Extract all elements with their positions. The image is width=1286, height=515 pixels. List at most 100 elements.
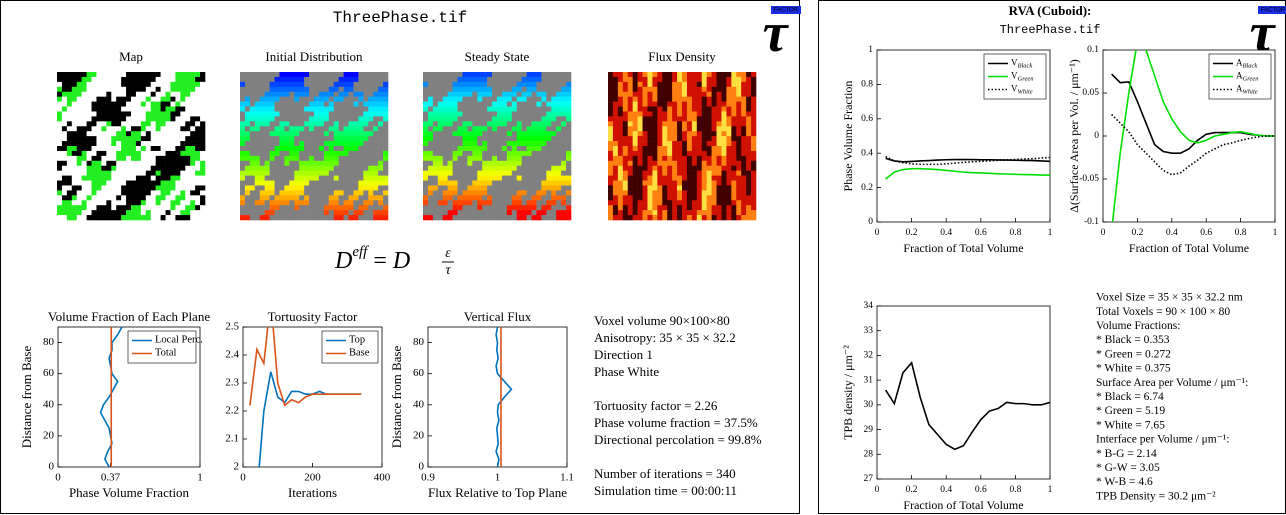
pixel bbox=[628, 156, 633, 161]
pixel bbox=[643, 215, 648, 220]
pixel bbox=[428, 141, 433, 146]
pixel bbox=[358, 92, 363, 97]
pixel bbox=[339, 141, 344, 146]
pixel bbox=[373, 111, 378, 116]
pixel bbox=[527, 82, 532, 87]
panel-title: ThreePhase.tif bbox=[333, 9, 467, 27]
pixel bbox=[423, 131, 428, 136]
pixel bbox=[368, 156, 373, 161]
pixel bbox=[682, 141, 687, 146]
pixel bbox=[448, 190, 453, 195]
pixel bbox=[512, 131, 517, 136]
pixel bbox=[180, 82, 185, 87]
pixel bbox=[250, 141, 255, 146]
pixel bbox=[245, 77, 250, 82]
pixel bbox=[482, 161, 487, 166]
pixel bbox=[72, 111, 77, 116]
pixel bbox=[131, 200, 136, 205]
pixel bbox=[541, 195, 546, 200]
pixel bbox=[731, 166, 736, 171]
pixel bbox=[200, 146, 205, 151]
pixel bbox=[721, 131, 726, 136]
pixel bbox=[131, 210, 136, 215]
panel-subtitle: ThreePhase.tif bbox=[1000, 23, 1101, 37]
pixel bbox=[662, 190, 667, 195]
pixel bbox=[731, 131, 736, 136]
x-tick-label: 0.2 bbox=[906, 485, 918, 495]
pixel bbox=[638, 87, 643, 92]
pixel bbox=[299, 151, 304, 156]
pixel bbox=[121, 205, 126, 210]
pixel bbox=[358, 195, 363, 200]
pixel bbox=[647, 205, 652, 210]
pixel bbox=[667, 131, 672, 136]
pixel bbox=[200, 166, 205, 171]
pixel bbox=[453, 215, 458, 220]
pixel bbox=[96, 87, 101, 92]
pixel bbox=[677, 176, 682, 181]
pixel bbox=[741, 161, 746, 166]
pixel bbox=[628, 116, 633, 121]
y-axis-label: Distance from Base bbox=[19, 346, 34, 449]
pixel bbox=[279, 190, 284, 195]
pixel bbox=[329, 77, 334, 82]
pixel bbox=[131, 161, 136, 166]
pixel bbox=[697, 87, 702, 92]
pixel bbox=[667, 151, 672, 156]
pixel bbox=[72, 181, 77, 186]
pixel bbox=[712, 151, 717, 156]
pixel bbox=[161, 215, 166, 220]
pixel bbox=[726, 181, 731, 186]
pixel bbox=[200, 82, 205, 87]
pixel bbox=[200, 171, 205, 176]
pixel bbox=[175, 141, 180, 146]
pixel bbox=[245, 185, 250, 190]
pixel bbox=[618, 181, 623, 186]
pixel bbox=[57, 210, 62, 215]
pixel bbox=[72, 77, 77, 82]
pixel bbox=[383, 136, 388, 141]
pixel bbox=[687, 215, 692, 220]
pixel bbox=[618, 97, 623, 102]
pixel bbox=[175, 77, 180, 82]
pixel bbox=[717, 126, 722, 131]
pixel bbox=[741, 121, 746, 126]
pixel bbox=[643, 131, 648, 136]
pixel bbox=[541, 185, 546, 190]
pixel bbox=[339, 166, 344, 171]
image bbox=[57, 72, 205, 220]
pixel bbox=[368, 195, 373, 200]
pixel bbox=[467, 131, 472, 136]
info-line: Total Voxels = 90 × 100 × 80 bbox=[1096, 306, 1230, 318]
pixel bbox=[67, 195, 72, 200]
pixel bbox=[329, 102, 334, 107]
pixel bbox=[101, 92, 106, 97]
pixel bbox=[687, 111, 692, 116]
pixel bbox=[116, 185, 121, 190]
pixel bbox=[551, 131, 556, 136]
pixel bbox=[433, 166, 438, 171]
pixel bbox=[692, 136, 697, 141]
pixel bbox=[116, 77, 121, 82]
pixel bbox=[314, 72, 319, 77]
pixel bbox=[487, 131, 492, 136]
pixel bbox=[517, 151, 522, 156]
pixel bbox=[344, 205, 349, 210]
pixel bbox=[378, 121, 383, 126]
pixel bbox=[458, 171, 463, 176]
pixel bbox=[667, 176, 672, 181]
pixel bbox=[502, 77, 507, 82]
pixel bbox=[707, 131, 712, 136]
legend-name: Top bbox=[349, 335, 365, 346]
pixel bbox=[116, 205, 121, 210]
pixel bbox=[378, 102, 383, 107]
pixel bbox=[319, 141, 324, 146]
pixel bbox=[57, 176, 62, 181]
pixel bbox=[682, 107, 687, 112]
pixel bbox=[633, 116, 638, 121]
pixel bbox=[638, 146, 643, 151]
pixel bbox=[453, 190, 458, 195]
pixel bbox=[82, 156, 87, 161]
pixel bbox=[438, 107, 443, 112]
